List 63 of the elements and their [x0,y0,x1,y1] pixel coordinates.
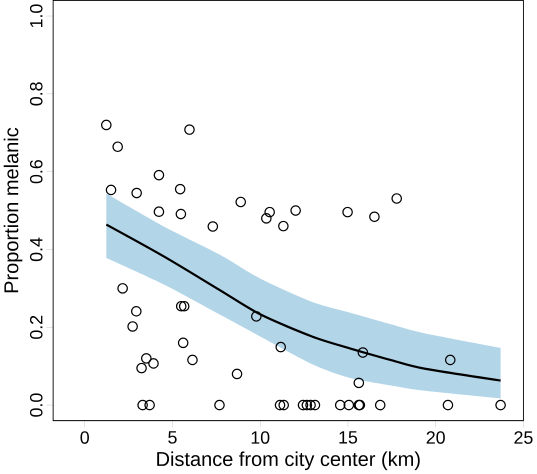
point [391,193,402,204]
point [275,342,286,353]
point [178,338,188,348]
x-tick-label: 25 [514,431,533,444]
point [278,400,290,410]
x-axis-title: Distance from city center (km) [157,452,420,470]
point [374,400,386,410]
point [184,124,195,136]
point [174,184,186,195]
point [264,206,275,218]
x-tick-label: 5 [168,431,177,444]
y-axis-title: Proportion melanic [4,128,22,292]
point [136,362,147,374]
point [305,400,316,410]
point [274,400,286,410]
point [187,354,198,366]
point [232,368,242,380]
point [117,283,128,294]
point [208,221,218,232]
y-tick-label: 0.6 [30,160,43,184]
x-tick-label: 10 [252,431,270,444]
line-series [105,224,502,382]
point [137,400,148,410]
point [112,142,124,152]
y-tick-label: 0.0 [30,394,43,417]
x-tick-label: 20 [426,431,445,444]
point [369,212,380,222]
x-tick-label: 15 [339,431,358,444]
y-tick-label: 0.8 [30,82,43,106]
point [148,358,159,369]
point [354,378,364,388]
point [131,188,142,198]
x-tick-label: 0 [80,431,89,444]
point [101,120,112,130]
point [290,205,301,216]
point [358,347,368,358]
point [302,400,312,410]
point [127,321,138,332]
point [298,400,308,410]
point [334,400,346,410]
point [251,311,262,322]
point [131,306,142,317]
point [154,206,164,218]
point [178,301,190,312]
point [176,208,186,220]
y-tick-label: 0.2 [30,316,43,340]
point [442,400,454,410]
point [176,301,187,312]
y-tick-label: 1.0 [30,4,43,28]
point [342,206,353,218]
y-tick-label: 0.4 [30,238,43,262]
point [144,400,155,410]
point [261,213,272,224]
point [235,196,246,208]
point [106,184,116,196]
point [278,220,289,232]
point [444,354,456,366]
point [310,400,320,410]
point [141,353,152,364]
point [495,400,506,410]
point [214,400,225,410]
point [154,170,164,181]
point [344,400,354,410]
